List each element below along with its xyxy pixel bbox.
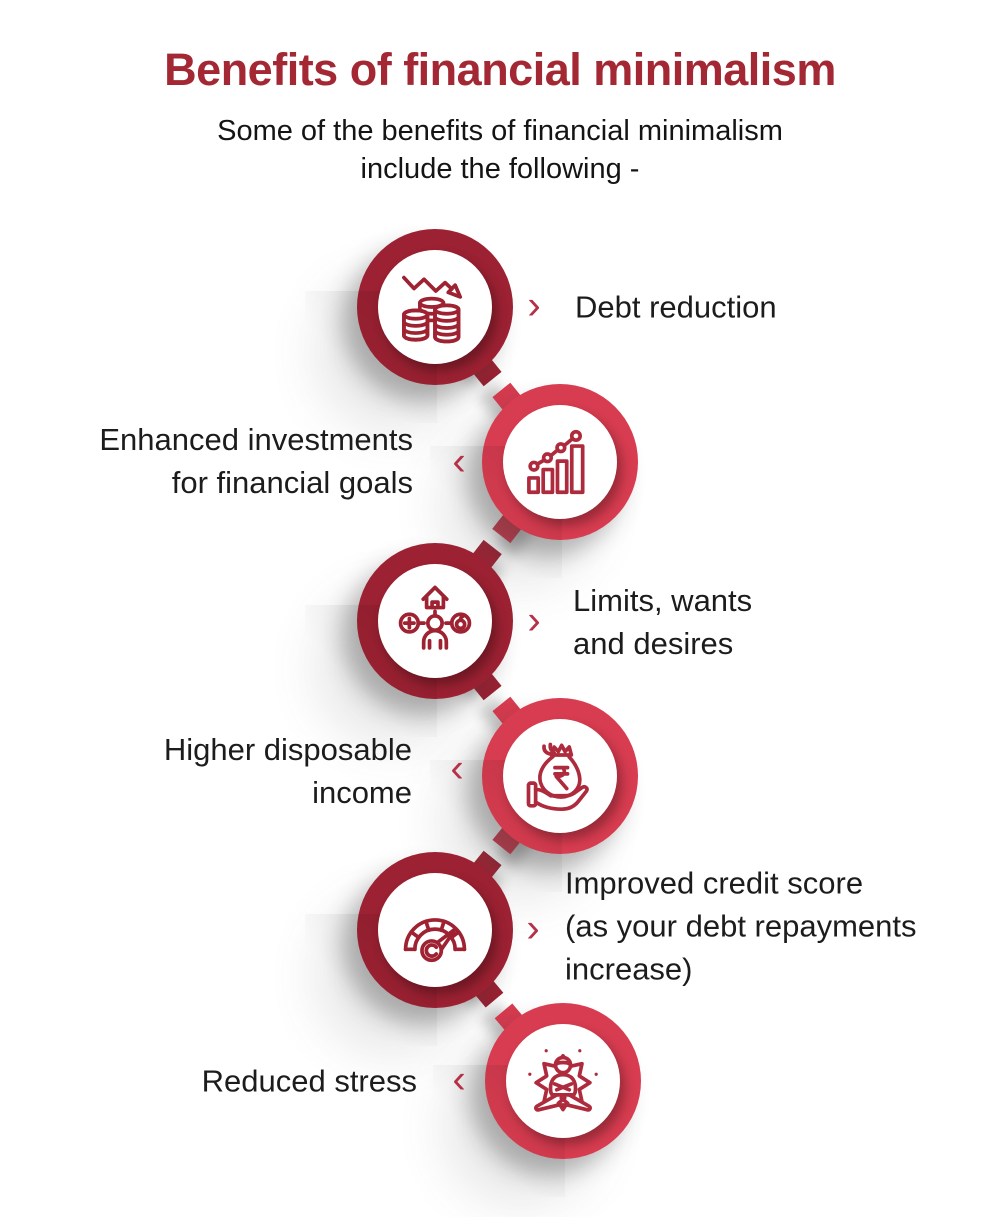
chevron-right-icon: › [527,283,541,328]
benefit-node-higher-disposable-income [430,698,638,892]
benefit-node-enhanced-investments [430,384,638,578]
chevron-left-icon: ‹ [450,746,464,791]
benefit-label-enhanced-investments: Enhanced investments for financial goals [99,422,413,500]
chevron-left-icon: ‹ [452,439,466,484]
chevron-right-icon: › [526,906,540,951]
benefit-node-improved-credit-score [305,852,513,1046]
header: Benefits of financial minimalism Some of… [0,0,1000,188]
rupee-money-bag-hand-icon [526,742,589,812]
benefit-label-improved-credit-score: Improved credit score (as your debt repa… [565,865,917,987]
page-subtitle: Some of the benefits of financial minima… [217,115,783,185]
chevron-right-icon: › [527,598,541,643]
benefit-node-debt-reduction [305,229,513,423]
benefit-node-reduced-stress [433,1003,641,1197]
credit-score-gauge-icon [403,918,467,963]
benefit-node-limits-wants-desires [305,543,513,737]
coins-decline-arrow-icon [402,275,463,344]
person-needs-icon [398,585,472,650]
growth-bar-chart-icon [527,429,585,495]
page-title: Benefits of financial minimalism [164,44,836,95]
benefit-label-limits-wants-desires: Limits, wants and desires [573,583,753,661]
meditation-icon [528,1049,598,1112]
benefit-label-reduced-stress: Reduced stress [201,1063,417,1099]
benefit-label-higher-disposable-income: Higher disposable income [163,732,412,810]
chevron-left-icon: ‹ [452,1057,466,1102]
benefit-label-debt-reduction: Debt reduction [575,289,777,325]
